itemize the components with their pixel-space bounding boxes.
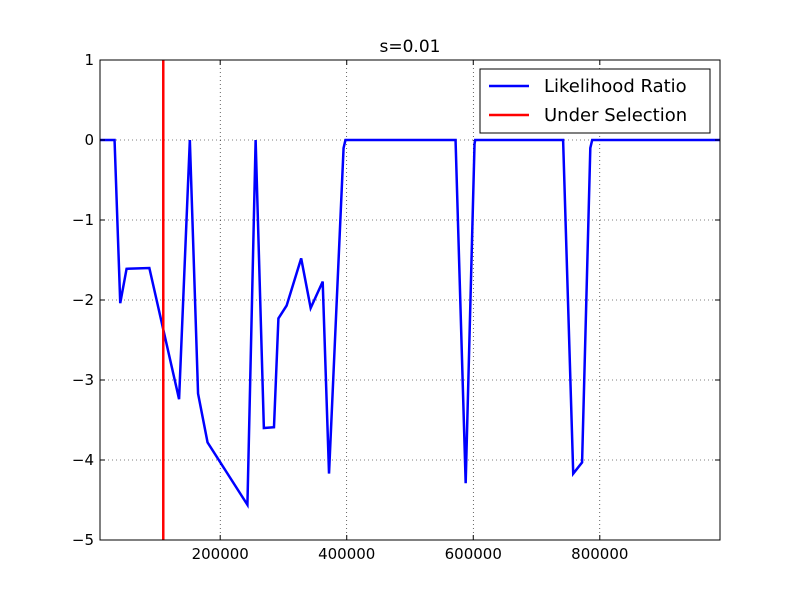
series-layer [100,60,720,540]
y-tick-label: 0 [84,131,94,149]
y-tick-label: −5 [72,531,94,549]
x-tick-label: 200000 [192,545,249,563]
x-tick-label: 600000 [445,545,502,563]
y-tick-label: −4 [72,451,94,469]
legend: Likelihood Ratio Under Selection [479,68,711,134]
y-tick-label: −1 [72,211,94,229]
ticks: 200000 400000 600000 800000 1 0 −1 −2 −3 −4 −5 [72,51,720,563]
y-tick-label: 1 [84,51,94,69]
legend-label: Likelihood Ratio [544,76,687,97]
legend-box [479,68,711,134]
y-tick-label: −3 [72,371,94,389]
series-line-0 [100,138,720,509]
x-tick-label: 800000 [571,545,628,563]
x-tick-label: 400000 [318,545,375,563]
legend-label: Under Selection [544,105,687,126]
y-tick-label: −2 [72,291,94,309]
chart-title: s=0.01 [380,37,441,57]
